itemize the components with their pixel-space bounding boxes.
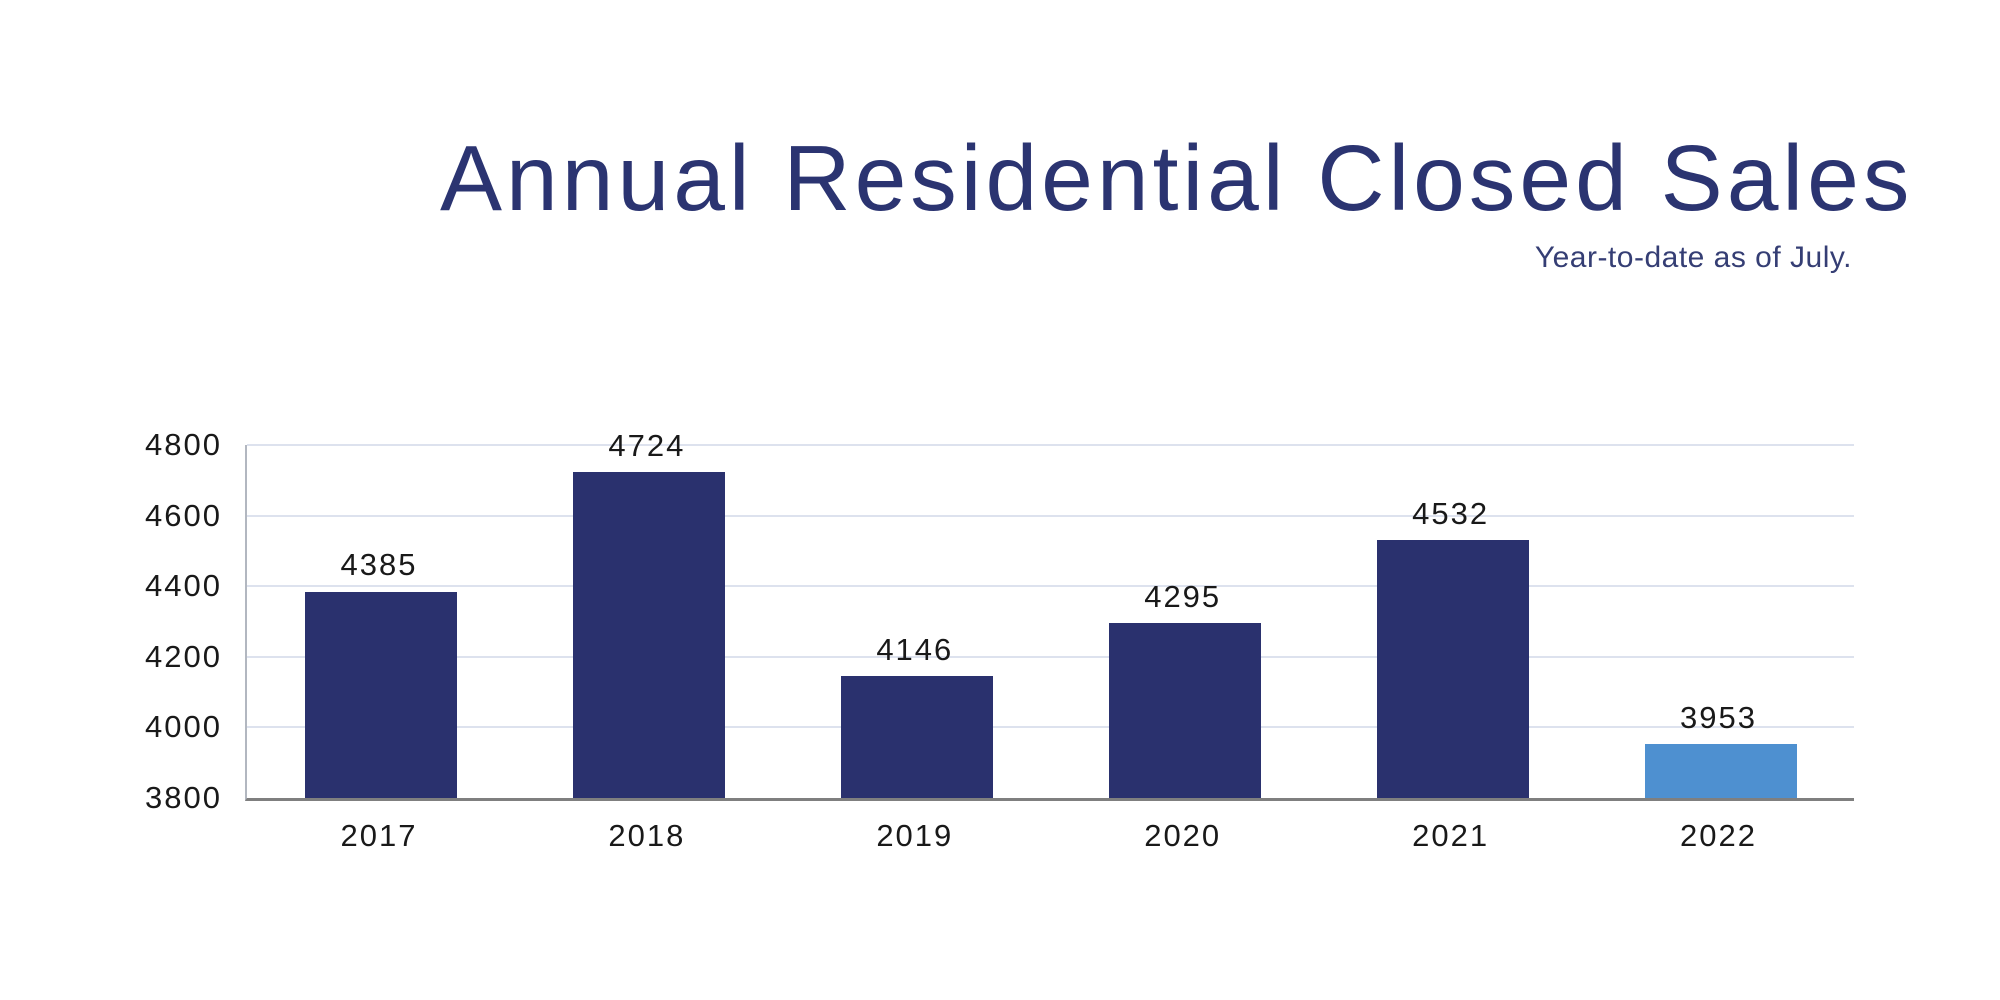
y-tick-label-4600: 4600 <box>145 497 222 533</box>
bar-value-label-2017: 4385 <box>340 547 418 583</box>
x-tick-label-2017: 2017 <box>340 818 418 853</box>
y-tick-label-4200: 4200 <box>145 638 222 674</box>
bar-2018 <box>572 471 725 798</box>
chart-title: Annual Residential Closed Sales <box>440 126 1914 230</box>
gridline-4000 <box>247 726 1854 729</box>
bar-2021 <box>1376 539 1529 798</box>
bar-value-label-2022: 3953 <box>1680 699 1757 735</box>
y-tick-label-3800: 3800 <box>145 780 222 815</box>
bar-2019 <box>840 675 993 798</box>
bar-value-label-2021: 4532 <box>1412 495 1490 531</box>
x-tick-label-2021: 2021 <box>1412 818 1490 853</box>
bar-value-label-2018: 4724 <box>608 427 686 463</box>
y-tick-label-4400: 4400 <box>145 568 222 604</box>
y-tick-label-4000: 4000 <box>145 709 222 745</box>
bar-2022 <box>1644 744 1797 798</box>
x-tick-label-2022: 2022 <box>1680 818 1757 853</box>
gridline-4600 <box>247 514 1854 517</box>
bar-value-label-2019: 4146 <box>876 631 954 667</box>
chart-subtitle: Year-to-date as of July. <box>1534 241 1852 274</box>
x-tick-label-2018: 2018 <box>608 818 686 853</box>
x-tick-label-2019: 2019 <box>876 818 954 853</box>
gridline-4200 <box>247 655 1854 658</box>
bar-2020 <box>1108 623 1261 798</box>
bar-value-label-2020: 4295 <box>1144 579 1222 615</box>
gridline-4400 <box>247 585 1854 588</box>
gridline-4800 <box>247 444 1854 446</box>
plot-area <box>245 444 1854 801</box>
x-tick-label-2020: 2020 <box>1144 818 1222 853</box>
bar-2017 <box>305 591 457 798</box>
y-tick-label-4800: 4800 <box>145 427 222 462</box>
